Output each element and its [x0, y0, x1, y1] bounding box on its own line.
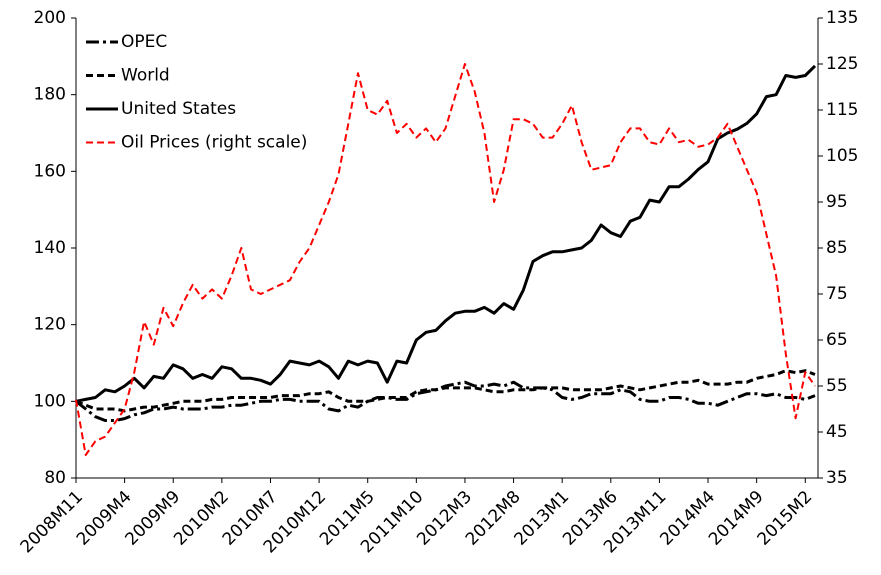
y2-tick-label: 75: [826, 284, 848, 304]
y2-tick-label: 55: [826, 376, 848, 396]
series-line: [75, 380, 816, 422]
y-tick-label: 100: [34, 391, 66, 411]
legend-label: Oil Prices (right scale): [121, 133, 307, 153]
y2-tick-label: 45: [826, 422, 848, 442]
y-tick-label: 200: [34, 8, 66, 28]
y2-tick-label: 125: [826, 54, 858, 74]
series-line: [75, 63, 816, 456]
x-tick-label: 2008M11: [17, 487, 87, 557]
y2-tick-label: 85: [826, 238, 848, 258]
y2-tick-label: 35: [826, 468, 848, 488]
series-line: [75, 64, 817, 403]
y2-tick-label: 105: [826, 146, 858, 166]
y-tick-label: 120: [34, 315, 66, 335]
y2-tick-label: 95: [826, 192, 848, 212]
y-tick-label: 140: [34, 238, 66, 258]
y2-tick-label: 115: [826, 100, 858, 120]
legend-label: OPEC: [121, 32, 167, 52]
legend-label: World: [121, 66, 170, 86]
series-line: [75, 369, 816, 413]
y2-tick-label: 65: [826, 330, 848, 350]
legend-label: United States: [121, 99, 236, 119]
y-tick-label: 180: [34, 85, 66, 105]
y-tick-label: 160: [34, 161, 66, 181]
y2-tick-label: 135: [826, 8, 858, 28]
y-tick-label: 80: [44, 468, 66, 488]
